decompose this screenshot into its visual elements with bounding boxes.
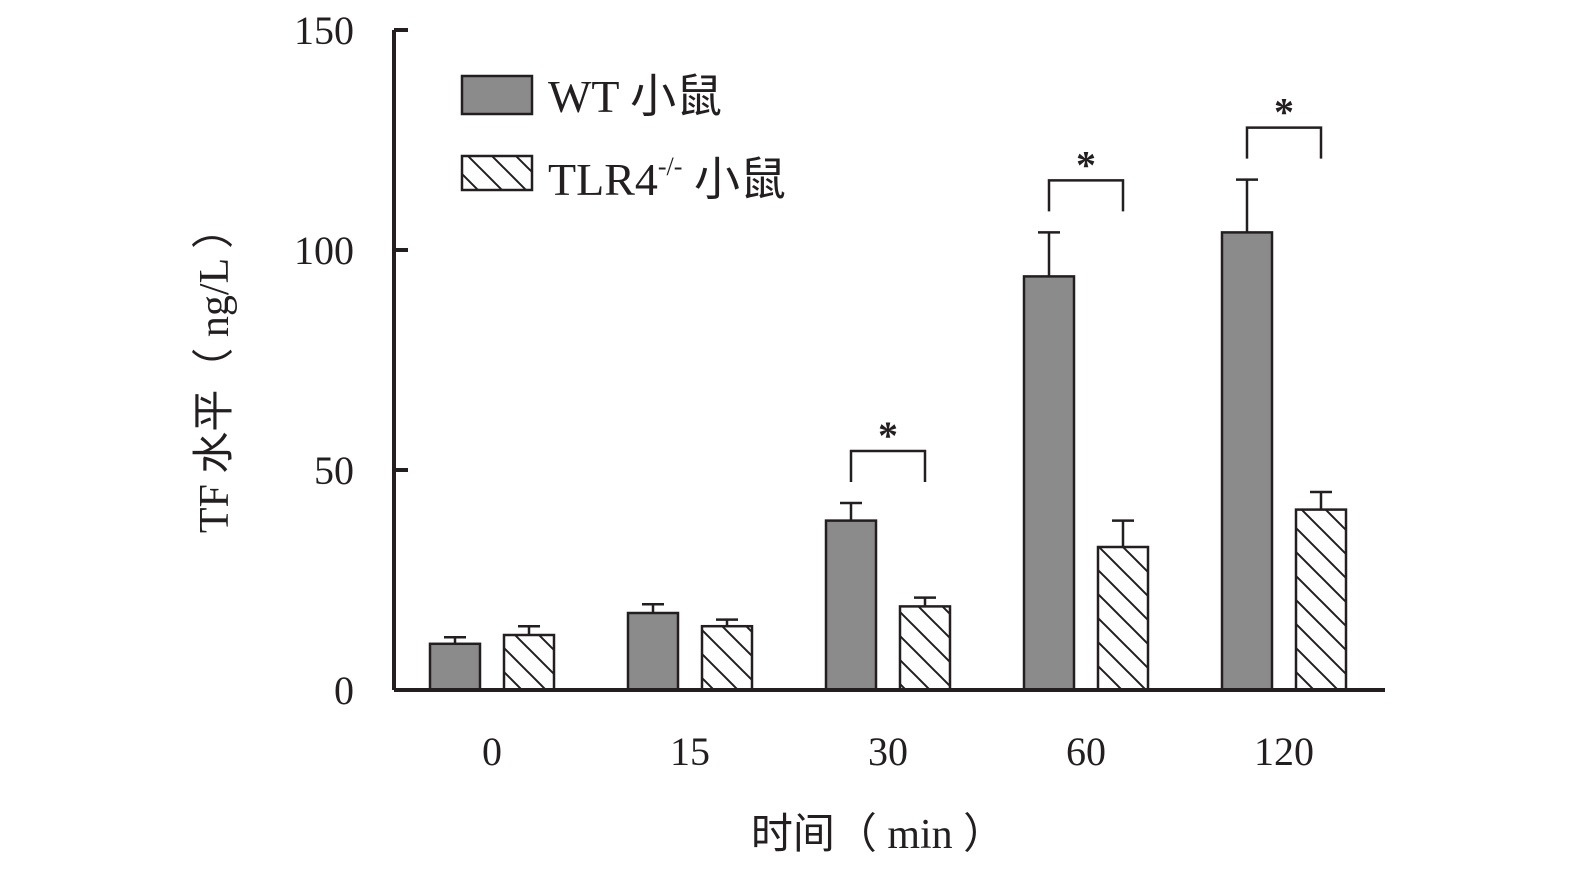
bar-tlr4-120 bbox=[1294, 508, 1348, 692]
y-axis-ticks: 0 50 100 150 bbox=[294, 8, 408, 713]
bar-tlr4-0 bbox=[502, 633, 556, 692]
legend-label-tlr4-suffix: 小鼠 bbox=[682, 154, 786, 205]
x-tick-label: 60 bbox=[1066, 729, 1106, 774]
significance-star: * bbox=[1274, 90, 1294, 135]
y-tick-label: 50 bbox=[314, 448, 354, 493]
bar-tlr4-60 bbox=[1096, 545, 1150, 692]
legend-swatch-tlr4 bbox=[460, 154, 534, 192]
significance-bracket bbox=[1245, 126, 1323, 159]
bar-tlr4-15 bbox=[700, 624, 754, 692]
error-bars bbox=[444, 178, 1332, 644]
bar-wt-60 bbox=[1022, 275, 1076, 692]
significance-star: * bbox=[878, 413, 898, 458]
x-tick-label: 120 bbox=[1254, 729, 1314, 774]
y-axis-title: TF 水平（ ng/L ） bbox=[192, 207, 238, 533]
y-tick-label: 150 bbox=[294, 8, 354, 53]
bar-wt-15 bbox=[626, 611, 680, 692]
legend-label-tlr4: TLR4-/- 小鼠 bbox=[548, 152, 786, 205]
bar-wt-120 bbox=[1220, 231, 1274, 692]
legend-label-wt: WT 小鼠 bbox=[548, 71, 722, 122]
bars bbox=[428, 231, 1348, 692]
bar-tlr4-30 bbox=[898, 605, 952, 692]
bar-wt-30 bbox=[824, 519, 878, 692]
y-tick-label: 0 bbox=[334, 668, 354, 713]
bar-wt-0 bbox=[428, 642, 482, 692]
significance-bracket bbox=[849, 449, 927, 482]
x-tick-label: 15 bbox=[670, 729, 710, 774]
legend-label-tlr4-sup: -/- bbox=[658, 152, 683, 181]
legend: WT 小鼠 TLR4-/- 小鼠 bbox=[460, 71, 786, 205]
x-axis-title: 时间（ min ） bbox=[751, 812, 1005, 858]
significance-markers: * * * bbox=[849, 90, 1323, 482]
y-tick-label: 100 bbox=[294, 228, 354, 273]
x-tick-label: 30 bbox=[868, 729, 908, 774]
significance-star: * bbox=[1076, 142, 1096, 187]
legend-swatch-wt bbox=[460, 74, 534, 116]
x-tick-label: 0 bbox=[482, 729, 502, 774]
significance-bracket bbox=[1047, 179, 1125, 212]
x-axis-tick-labels: 0 15 30 60 120 bbox=[482, 729, 1314, 774]
legend-label-tlr4-main: TLR4 bbox=[548, 154, 658, 205]
